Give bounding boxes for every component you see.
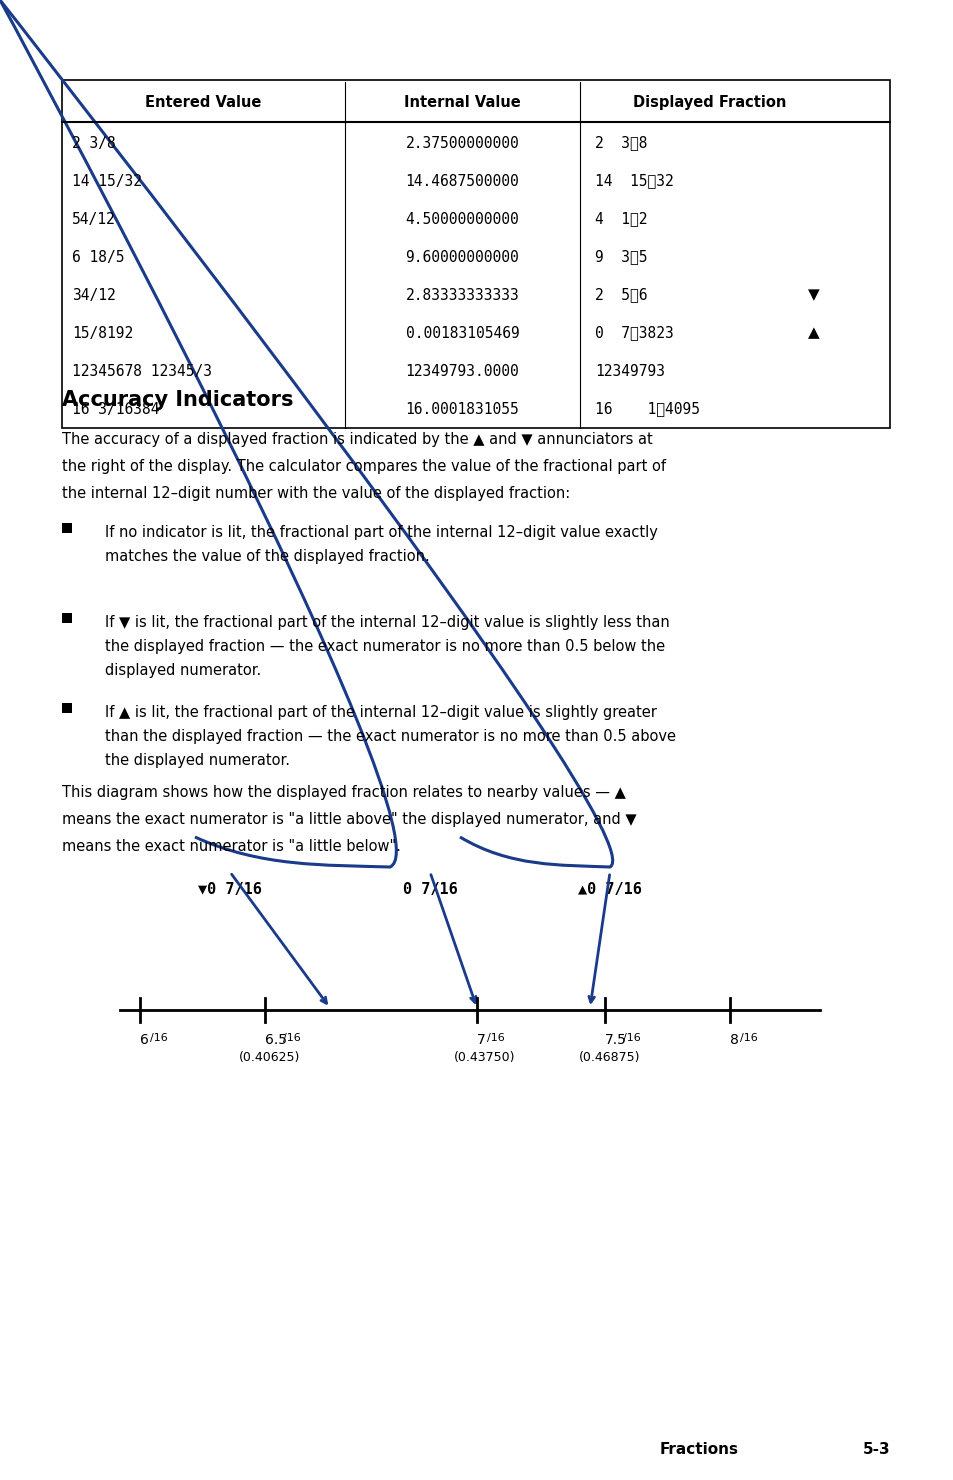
Text: (0.46875): (0.46875) <box>578 1051 640 1064</box>
Text: 15/8192: 15/8192 <box>71 326 133 340</box>
Text: /16: /16 <box>622 1033 640 1043</box>
Text: 2.37500000000: 2.37500000000 <box>405 136 518 151</box>
Text: This diagram shows how the displayed fraction relates to nearby values — ▲: This diagram shows how the displayed fra… <box>62 784 625 801</box>
Text: 16    1⁄4095: 16 1⁄4095 <box>595 401 700 416</box>
Text: 7.5: 7.5 <box>604 1033 626 1046</box>
Text: ▲: ▲ <box>807 326 820 340</box>
Text: means the exact numerator is "a little above" the displayed numerator, and ▼: means the exact numerator is "a little a… <box>62 813 636 827</box>
Text: 12345678 12345/3: 12345678 12345/3 <box>71 364 212 379</box>
Text: Internal Value: Internal Value <box>404 95 520 110</box>
Text: ▼: ▼ <box>807 287 820 302</box>
Text: Accuracy Indicators: Accuracy Indicators <box>62 391 294 410</box>
Text: 14.4687500000: 14.4687500000 <box>405 173 518 188</box>
Text: /16: /16 <box>486 1033 504 1043</box>
Text: 2.83333333333: 2.83333333333 <box>405 287 518 302</box>
Bar <box>62 80 889 428</box>
Text: 6: 6 <box>140 1033 149 1046</box>
Text: 34/12: 34/12 <box>71 287 115 302</box>
Text: /16: /16 <box>283 1033 300 1043</box>
Text: 8: 8 <box>729 1033 739 1046</box>
Text: 0.00183105469: 0.00183105469 <box>405 326 518 340</box>
Text: (0.43750): (0.43750) <box>454 1051 516 1064</box>
Text: 16.0001831055: 16.0001831055 <box>405 401 518 416</box>
Text: 12349793.0000: 12349793.0000 <box>405 364 518 379</box>
Text: 6.5: 6.5 <box>265 1033 287 1046</box>
Text: 7: 7 <box>476 1033 485 1046</box>
Text: Displayed Fraction: Displayed Fraction <box>633 95 786 110</box>
Text: 16 3/16384: 16 3/16384 <box>71 401 159 416</box>
Text: 5-3: 5-3 <box>862 1443 889 1458</box>
Text: matches the value of the displayed fraction.: matches the value of the displayed fract… <box>105 549 429 564</box>
Text: If ▼ is lit, the fractional part of the internal 12–digit value is slightly less: If ▼ is lit, the fractional part of the … <box>105 616 669 630</box>
Text: ▼0 7/16: ▼0 7/16 <box>198 882 262 897</box>
Bar <box>62 522 71 533</box>
Bar <box>62 613 71 623</box>
Text: /16: /16 <box>150 1033 168 1043</box>
Text: 6 18/5: 6 18/5 <box>71 250 125 265</box>
Text: the right of the display. The calculator compares the value of the fractional pa: the right of the display. The calculator… <box>62 459 665 474</box>
Text: 9  3⁄5: 9 3⁄5 <box>595 250 647 265</box>
Text: 4  1⁄2: 4 1⁄2 <box>595 212 647 226</box>
Text: the internal 12–digit number with the value of the displayed fraction:: the internal 12–digit number with the va… <box>62 485 570 502</box>
Text: displayed numerator.: displayed numerator. <box>105 663 261 678</box>
Text: ▲0 7/16: ▲0 7/16 <box>578 882 641 897</box>
Text: 14 15/32: 14 15/32 <box>71 173 142 188</box>
Text: The accuracy of a displayed fraction is indicated by the ▲ and ▼ annunciators at: The accuracy of a displayed fraction is … <box>62 432 652 447</box>
Text: 2  3⁄8: 2 3⁄8 <box>595 136 647 151</box>
Text: 14  15⁄32: 14 15⁄32 <box>595 173 673 188</box>
Text: 4.50000000000: 4.50000000000 <box>405 212 518 226</box>
Text: 54/12: 54/12 <box>71 212 115 226</box>
Text: the displayed numerator.: the displayed numerator. <box>105 753 290 768</box>
Text: (0.40625): (0.40625) <box>239 1051 300 1064</box>
Text: If ▲ is lit, the fractional part of the internal 12–digit value is slightly grea: If ▲ is lit, the fractional part of the … <box>105 704 657 719</box>
Text: If no indicator is lit, the fractional part of the internal 12–digit value exact: If no indicator is lit, the fractional p… <box>105 525 658 540</box>
Text: 9.60000000000: 9.60000000000 <box>405 250 518 265</box>
Text: Entered Value: Entered Value <box>145 95 261 110</box>
Text: 0 7/16: 0 7/16 <box>402 882 456 897</box>
Text: than the displayed fraction — the exact numerator is no more than 0.5 above: than the displayed fraction — the exact … <box>105 730 676 744</box>
Text: 0  7⁄3823: 0 7⁄3823 <box>595 326 673 340</box>
Text: 2  5⁄6: 2 5⁄6 <box>595 287 647 302</box>
Text: the displayed fraction — the exact numerator is no more than 0.5 below the: the displayed fraction — the exact numer… <box>105 639 664 654</box>
Text: 12349793: 12349793 <box>595 364 664 379</box>
Text: 2 3/8: 2 3/8 <box>71 136 115 151</box>
Text: /16: /16 <box>740 1033 757 1043</box>
Text: Fractions: Fractions <box>659 1443 739 1458</box>
Text: means the exact numerator is "a little below".: means the exact numerator is "a little b… <box>62 839 400 854</box>
Bar <box>62 703 71 713</box>
